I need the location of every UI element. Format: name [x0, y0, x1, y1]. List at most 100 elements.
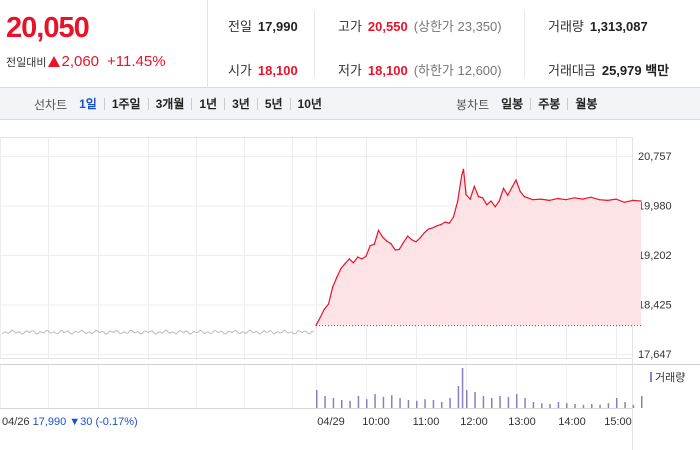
x-tick-label: 15:00 — [604, 416, 632, 428]
today-price-point — [369, 245, 371, 247]
tab-1d[interactable]: 1일 — [79, 97, 97, 111]
volume-bar — [549, 404, 551, 408]
today-price-point — [436, 225, 438, 227]
volume-bar — [524, 398, 526, 408]
stat-label: 거래량 — [548, 19, 584, 34]
today-price-point — [423, 232, 425, 234]
stat-value: 17,990 — [257, 19, 298, 34]
current-price: 20,050 — [6, 12, 90, 44]
today-price-point — [323, 308, 325, 310]
volume-bar — [324, 396, 326, 408]
y-tick-label: 19,980 — [638, 200, 672, 212]
today-price-point — [373, 243, 375, 245]
x-tick-label: 11:00 — [413, 416, 440, 428]
volume-bar — [399, 398, 401, 408]
tab-10y[interactable]: 10년 — [289, 98, 329, 110]
x-tick-label: 10:00 — [362, 416, 390, 428]
stat-value: 1,313,087 — [589, 19, 648, 34]
today-price-point — [598, 199, 600, 201]
today-price-point — [361, 258, 363, 260]
tab-5y[interactable]: 5년 — [256, 98, 290, 110]
today-price-point — [632, 199, 634, 201]
chart-tab-bar: 선차트 1일 1주일 3개월 1년 3년 5년 10년 봉차트 일봉 주봉 월봉 — [0, 88, 700, 120]
today-price-point — [515, 179, 517, 181]
volume-bar — [641, 396, 643, 408]
tab-1y[interactable]: 1년 — [191, 98, 224, 110]
previous-day-date: 04/26 — [2, 416, 33, 428]
quote-stats: 전일 17,990 고가 20,550 (상한가 23,350) 거래량 1,3… — [208, 0, 700, 88]
tab-3y[interactable]: 3년 — [224, 98, 257, 110]
previous-day-close: 17,990 — [33, 416, 70, 428]
x-tick-label: 04/29 — [317, 416, 345, 428]
volume-bar — [499, 396, 501, 408]
today-price-point — [486, 204, 488, 206]
today-price-point — [519, 190, 521, 193]
today-price-point — [340, 267, 342, 270]
x-tick-label: 13:00 — [508, 416, 536, 428]
volume-bar — [382, 396, 385, 408]
tab-1w[interactable]: 1주일 — [103, 98, 148, 110]
volume-bar — [624, 402, 626, 408]
today-price-point — [394, 249, 396, 251]
previous-day-change: ▼30 — [69, 416, 95, 428]
volume-bar — [582, 404, 585, 408]
line-chart-label: 선차트 — [34, 97, 68, 112]
today-price-point — [457, 200, 459, 202]
today-price-point — [507, 194, 509, 196]
today-price-point — [477, 196, 480, 198]
stat-prev-close: 전일 17,990 — [228, 16, 298, 35]
volume-bar — [591, 404, 593, 408]
volume-bar — [432, 400, 435, 408]
stat-value: 20,550 — [367, 19, 408, 34]
today-price-point — [482, 197, 484, 199]
today-price-point — [494, 206, 496, 208]
stat-label: 전일 — [228, 19, 252, 34]
today-price-point — [540, 198, 542, 200]
today-price-point — [444, 221, 446, 223]
today-price-point — [382, 236, 384, 238]
volume-bar — [491, 398, 493, 408]
y-tick-label: 18,425 — [638, 299, 672, 311]
tab-weekly-candle[interactable]: 주봉 — [530, 98, 567, 110]
volume-bar — [316, 390, 318, 408]
tab-daily-candle[interactable]: 일봉 — [501, 97, 524, 111]
tab-3m[interactable]: 3개월 — [147, 98, 192, 110]
volume-bar — [374, 394, 376, 408]
stat-label: 시가 — [228, 63, 252, 78]
today-price-point — [490, 200, 492, 202]
today-price-point — [498, 200, 500, 202]
candle-chart-tabs: 봉차트 일봉 주봉 월봉 — [456, 88, 604, 120]
volume-bar — [616, 398, 618, 408]
today-price-point — [573, 197, 575, 199]
today-price-point — [332, 286, 334, 288]
volume-bar — [357, 396, 360, 408]
volume-bar — [599, 404, 601, 408]
price-change: 전일대비 2,060 +11.45% — [6, 53, 166, 70]
price-summary: 20,050 전일대비 2,060 +11.45% — [0, 0, 208, 88]
change-label: 전일대비 — [6, 56, 47, 69]
today-price-point — [348, 258, 350, 260]
today-price-point — [419, 237, 421, 239]
today-price-point — [336, 276, 338, 278]
stat-sub: (상한가 23,350) — [413, 19, 502, 34]
today-price-point — [452, 216, 455, 218]
volume-bar — [341, 400, 343, 408]
volume-bar — [424, 399, 426, 408]
stat-high: 고가 20,550 (상한가 23,350) — [338, 16, 502, 35]
volume-bar — [332, 398, 335, 408]
y-tick-label: 17,647 — [638, 349, 672, 361]
volume-bar — [416, 400, 418, 408]
today-price-line — [315, 169, 642, 326]
volume-bar — [391, 395, 393, 408]
tab-monthly-candle[interactable]: 월봉 — [567, 98, 604, 110]
y-tick-label: 19,202 — [638, 250, 672, 262]
volume-bar — [574, 404, 576, 408]
today-price-point — [565, 199, 567, 201]
stat-open: 시가 18,100 — [228, 60, 298, 79]
volume-bar — [461, 368, 464, 408]
today-price-point — [462, 168, 465, 170]
today-price-point — [473, 185, 475, 187]
volume-legend-label: 거래량 — [655, 371, 685, 384]
today-price-point — [402, 241, 405, 243]
today-price-point — [607, 199, 609, 201]
